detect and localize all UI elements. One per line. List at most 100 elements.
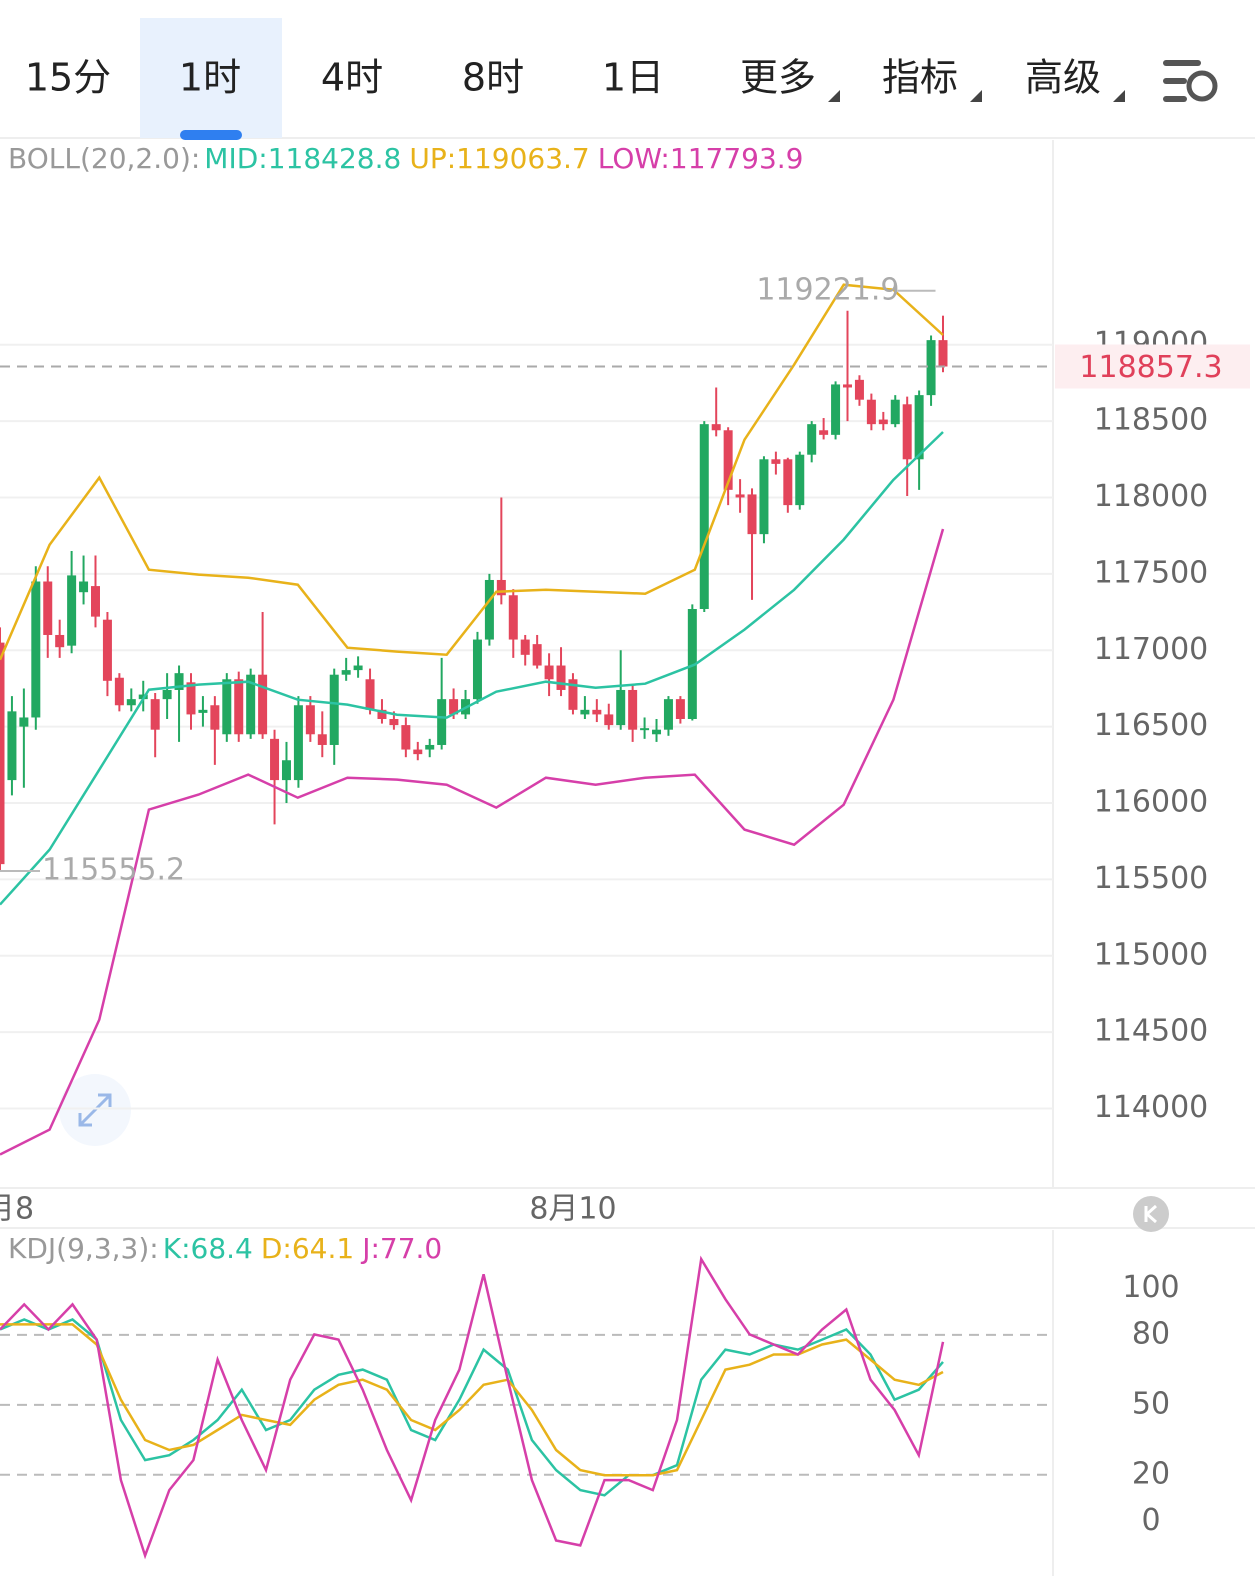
legend-value: 64.1: [292, 1232, 354, 1265]
legend-value: 77.0: [380, 1232, 442, 1265]
candle-body: [699, 424, 709, 610]
candle-body: [640, 728, 650, 731]
candle-body: [437, 699, 447, 745]
candle-body: [425, 744, 435, 750]
candle-body: [926, 340, 936, 396]
candle-body: [162, 689, 172, 700]
candle-body: [484, 579, 494, 640]
dropdown-caret: [1113, 90, 1125, 102]
candle-body: [663, 699, 673, 730]
legend-value: 118428.8: [268, 142, 402, 175]
legend-name: LOW:: [598, 142, 670, 175]
candle-body: [807, 424, 817, 455]
candle-body: [795, 454, 805, 506]
y-tick-label: 114500: [1094, 1014, 1209, 1049]
tab[interactable]: 更多: [740, 56, 816, 100]
candle-body: [341, 670, 351, 675]
legend-name: J:: [360, 1232, 380, 1265]
candle-body: [580, 709, 590, 715]
tab[interactable]: 高级: [1025, 56, 1101, 100]
indicator-name: BOLL(20,2.0):: [8, 142, 200, 175]
candle-body: [174, 673, 184, 690]
y-tick-label: 117500: [1094, 555, 1209, 590]
legend-value: 119063.7: [456, 142, 590, 175]
candle-body: [771, 459, 781, 464]
candle-body: [735, 494, 745, 498]
candle-body: [413, 749, 423, 755]
candle-body: [496, 579, 506, 596]
plot: [0, 1255, 945, 1560]
y-tick-label: 117000: [1094, 632, 1209, 667]
tab[interactable]: 1日: [602, 56, 664, 100]
max-label: 119221.9: [756, 272, 899, 307]
candle-body: [878, 419, 888, 425]
last-price-box: [1055, 344, 1250, 389]
candle-body: [592, 709, 602, 715]
indicator-name: KDJ(9,3,3):: [8, 1232, 159, 1265]
y-tick-label: 115500: [1094, 861, 1209, 896]
k-button[interactable]: [1133, 1196, 1169, 1232]
candle-body: [472, 639, 482, 700]
candle-body: [866, 399, 876, 425]
candle-body: [55, 634, 65, 648]
kdj-line: [0, 1318, 944, 1497]
legend-value: 117793.9: [670, 142, 804, 175]
candle-body: [401, 725, 411, 750]
candle-body: [317, 734, 327, 745]
icon-bar: [1163, 60, 1201, 66]
y-tick-label: 114000: [1094, 1090, 1209, 1125]
legend-name: UP:: [409, 142, 456, 175]
candle-body: [305, 705, 315, 735]
candle-body: [783, 459, 793, 506]
candle-body: [389, 718, 399, 726]
kdj-line: [0, 1255, 945, 1560]
x-tick-label: 8月8: [0, 1192, 34, 1227]
y-tick-label: 118000: [1094, 479, 1209, 514]
dropdown-caret: [828, 90, 840, 102]
y-tick-label: 118500: [1094, 403, 1209, 438]
tab[interactable]: 15分: [25, 56, 111, 100]
candle-body: [150, 699, 160, 730]
candle-body: [186, 682, 196, 715]
tab[interactable]: 8时: [462, 56, 524, 100]
y-tick-label: 80: [1132, 1316, 1170, 1351]
indicator-legend: KDJ(9,3,3): K:68.4 D:64.1 J:77.0: [8, 1232, 442, 1265]
y-tick-label: 50: [1132, 1386, 1170, 1421]
tab[interactable]: 指标: [882, 56, 958, 100]
candle-body: [556, 665, 566, 690]
candle-body: [222, 679, 232, 735]
candle-body: [902, 404, 912, 460]
candle-body: [67, 575, 77, 646]
candle-body: [914, 395, 924, 460]
candle-body: [544, 665, 554, 680]
candle-body: [711, 424, 721, 431]
candle-body: [90, 586, 100, 617]
candle-body: [687, 609, 697, 719]
candle-body: [126, 699, 136, 706]
candle-body: [114, 677, 124, 706]
legend-value: 68.4: [191, 1232, 253, 1265]
candle-body: [759, 459, 769, 535]
icon-bar: [1163, 96, 1187, 102]
y-tick-label: 0: [1141, 1503, 1160, 1538]
boll-line: [0, 431, 944, 906]
tab[interactable]: 4时: [321, 56, 383, 100]
candle-body: [7, 711, 17, 781]
settings-icon[interactable]: [1163, 60, 1218, 102]
active-tab-bg: [140, 18, 282, 138]
candle-body: [365, 679, 375, 710]
candle-body: [890, 399, 900, 425]
candle-body: [747, 494, 757, 535]
candle-body: [198, 709, 208, 713]
candle-body: [329, 674, 339, 745]
candle-body: [281, 760, 291, 781]
candle-body: [377, 709, 387, 719]
candle-body: [604, 714, 614, 726]
candle-body: [508, 595, 518, 640]
expand-button[interactable]: [59, 1074, 131, 1146]
candle-body: [19, 717, 29, 727]
y-tick-label: 100: [1122, 1270, 1179, 1305]
tab[interactable]: 1时: [179, 56, 241, 100]
